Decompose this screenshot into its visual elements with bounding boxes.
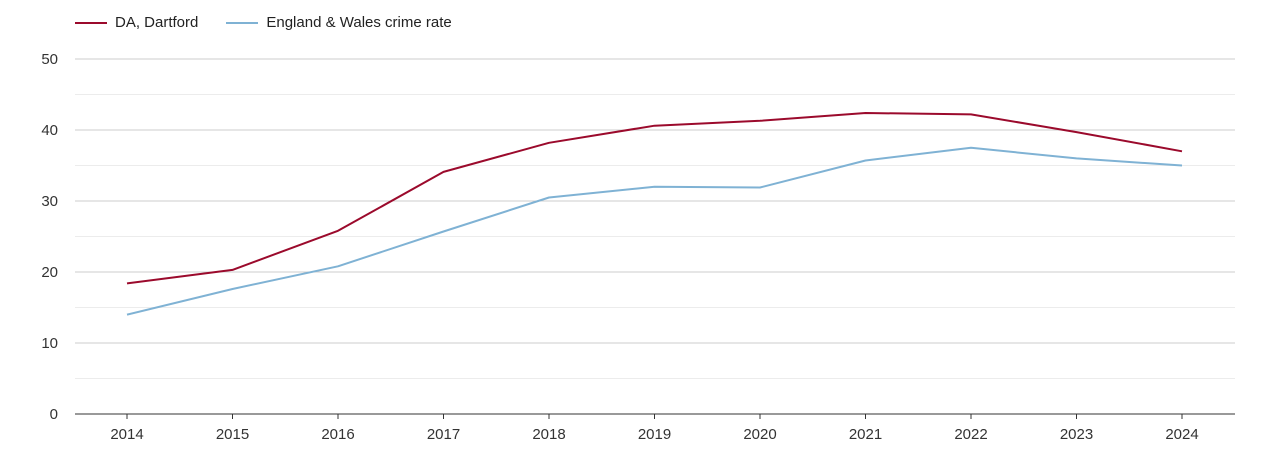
- legend-label-dartford: DA, Dartford: [115, 14, 199, 31]
- x-tick-label: 2015: [216, 426, 249, 443]
- series-line-dartford: [126, 112, 1183, 285]
- x-tick-label: 2023: [1060, 426, 1093, 443]
- legend-label-england-wales: England & Wales crime rate: [266, 14, 452, 31]
- x-tick-label: 2020: [743, 426, 776, 443]
- x-tick-label: 2017: [427, 426, 460, 443]
- y-tick-label: 10: [41, 335, 58, 352]
- y-tick-label: 0: [50, 406, 58, 423]
- legend-item-england-wales[interactable]: England & Wales crime rate: [226, 14, 452, 31]
- legend-item-dartford[interactable]: DA, Dartford: [75, 14, 198, 31]
- x-tick-label: 2014: [110, 426, 143, 443]
- series-lines: [126, 112, 1183, 316]
- x-tick-label: 2021: [849, 426, 882, 443]
- y-tick-label: 50: [41, 51, 58, 68]
- y-tick-label: 40: [41, 122, 58, 139]
- chart-legend: DA, Dartford England & Wales crime rate: [75, 14, 452, 31]
- x-tick-label: 2018: [532, 426, 565, 443]
- x-tick-label: 2019: [638, 426, 671, 443]
- x-tick-label: 2024: [1165, 426, 1198, 443]
- y-tick-label: 30: [41, 193, 58, 210]
- legend-swatch-england-wales: [226, 21, 259, 24]
- legend-swatch-dartford: [75, 21, 107, 24]
- grid-lines: [75, 58, 1235, 379]
- axes: 0 10 20 30 40 50 2014 2015 2016 2017 2018 2019 2020 2…: [41, 51, 1235, 443]
- series-line-england-wales: [126, 146, 1183, 316]
- x-tick-label: 2016: [321, 426, 354, 443]
- x-tick-label: 2022: [954, 426, 987, 443]
- y-tick-label: 20: [41, 264, 58, 281]
